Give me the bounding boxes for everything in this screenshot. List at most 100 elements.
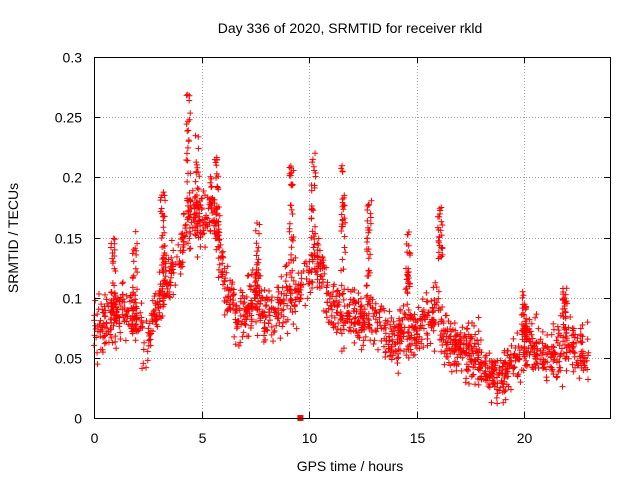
data-point [185, 170, 192, 177]
data-point [581, 362, 588, 369]
data-point [339, 162, 346, 169]
data-point [562, 355, 569, 362]
data-point [158, 262, 165, 269]
data-point [505, 383, 512, 390]
data-point [337, 316, 344, 323]
data-point [569, 361, 576, 368]
data-point [111, 246, 118, 253]
data-point [224, 308, 231, 315]
data-point [195, 169, 202, 176]
data-point [357, 295, 364, 302]
data-point [186, 189, 193, 196]
data-point [364, 235, 371, 242]
data-point [130, 272, 137, 279]
data-point [188, 219, 195, 226]
data-point [476, 367, 483, 374]
data-point [339, 168, 346, 175]
data-point [177, 271, 184, 278]
data-point [459, 324, 466, 331]
data-point [252, 227, 259, 234]
data-point [491, 381, 498, 388]
data-point [110, 296, 117, 303]
data-point [288, 244, 295, 251]
data-point [326, 295, 333, 302]
data-point [464, 367, 471, 374]
data-point [184, 144, 191, 151]
data-point [265, 309, 272, 316]
data-point [329, 306, 336, 313]
data-point [132, 228, 139, 235]
data-point [521, 345, 528, 352]
data-point [424, 331, 431, 338]
data-point [463, 326, 470, 333]
data-point [133, 251, 140, 258]
data-point [570, 368, 577, 375]
data-point [465, 380, 472, 387]
data-point [288, 274, 295, 281]
data-point [119, 311, 126, 318]
data-point [211, 156, 218, 163]
data-point [447, 362, 454, 369]
data-point [263, 301, 270, 308]
data-point [227, 305, 234, 312]
data-point [282, 278, 289, 285]
data-point [268, 323, 275, 330]
data-point [144, 348, 151, 355]
data-point [310, 244, 317, 251]
data-point [539, 340, 546, 347]
data-point [256, 221, 263, 228]
data-point [361, 326, 368, 333]
data-point [498, 377, 505, 384]
data-point [471, 356, 478, 363]
data-point [344, 310, 351, 317]
data-point [196, 173, 203, 180]
data-point [484, 364, 491, 371]
data-point [352, 299, 359, 306]
data-point [341, 286, 348, 293]
data-point [382, 348, 389, 355]
data-point [309, 279, 316, 286]
data-point [94, 311, 101, 318]
data-point [255, 266, 262, 273]
data-point [428, 297, 435, 304]
data-point [109, 280, 116, 287]
data-point [179, 259, 186, 266]
data-point [448, 368, 455, 375]
data-point [151, 293, 158, 300]
data-point [382, 324, 389, 331]
data-point [397, 321, 404, 328]
data-point [310, 233, 317, 240]
data-point [183, 121, 190, 128]
data-point [456, 333, 463, 340]
data-point [113, 296, 120, 303]
data-point [134, 240, 141, 247]
data-point [466, 341, 473, 348]
data-point [253, 252, 260, 259]
data-point [322, 308, 329, 315]
data-point [447, 350, 454, 357]
data-point [141, 339, 148, 346]
data-point [564, 342, 571, 349]
data-point [574, 335, 581, 342]
data-point [94, 349, 101, 356]
data-point [439, 221, 446, 228]
data-point [292, 281, 299, 288]
data-point [333, 329, 340, 336]
data-point [196, 204, 203, 211]
data-point [395, 370, 402, 377]
data-point [132, 265, 139, 272]
data-point [108, 308, 115, 315]
data-point [560, 321, 567, 328]
data-point [140, 346, 147, 353]
data-point [546, 349, 553, 356]
data-point [331, 314, 338, 321]
data-point [432, 279, 439, 286]
data-point [439, 245, 446, 252]
data-point [543, 366, 550, 373]
data-point [436, 213, 443, 220]
data-point [418, 336, 425, 343]
data-point [167, 294, 174, 301]
data-point [307, 289, 314, 296]
data-point [519, 294, 526, 301]
y-tick-label: 0.3 [63, 50, 83, 66]
